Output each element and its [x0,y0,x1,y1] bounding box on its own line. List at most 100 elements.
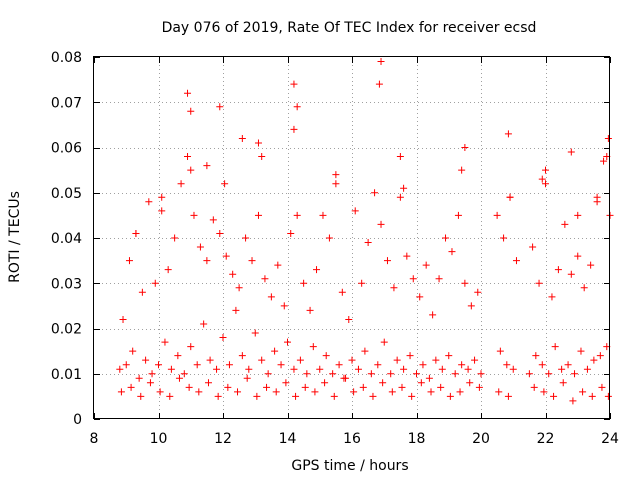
data-point [545,370,553,378]
data-point [504,392,512,400]
data-point [248,257,256,265]
data-point [361,347,369,355]
data-point [287,229,295,237]
data-point [225,361,233,369]
data-point [313,266,321,274]
data-point [232,306,240,314]
data-point [590,356,598,364]
data-point [303,370,311,378]
data-point [222,252,230,260]
data-point [148,370,156,378]
data-point [214,392,222,400]
data-point [284,338,291,346]
data-point [190,211,198,219]
data-point [577,347,585,355]
data-point [538,361,546,369]
data-point [504,130,512,138]
data-point [155,361,162,369]
data-point [245,365,253,373]
data-point [171,234,179,242]
data-point [538,175,546,183]
data-point [358,279,366,287]
data-point [500,234,508,242]
data-point [174,352,182,360]
data-point [253,392,261,400]
data-point [416,293,424,301]
data-point [529,243,537,251]
data-point [296,356,304,364]
data-point [574,252,582,260]
data-point [216,229,224,237]
data-point [409,275,417,283]
data-point [364,239,372,247]
data-point [145,198,153,206]
data-point [151,279,159,287]
data-point [309,343,317,351]
data-point [393,356,401,364]
data-point [417,379,425,387]
data-point [425,374,433,382]
x-tick-label: 12 [214,431,232,447]
data-point [377,220,385,228]
data-point [258,153,266,161]
data-point [117,388,125,396]
data-point [335,361,343,369]
data-point [400,365,408,373]
data-point [125,257,133,265]
data-point [466,379,474,387]
data-point [377,58,385,66]
data-point [579,388,587,396]
data-point [216,103,224,111]
x-tick-label: 18 [408,431,426,447]
data-point [525,370,533,378]
data-point [129,347,137,355]
y-tick-label: 0.07 [51,95,82,111]
data-point [596,352,604,360]
data-point [598,383,606,391]
data-point [203,257,211,265]
data-point [561,220,569,228]
y-tick-label: 0.02 [51,322,82,338]
data-point [477,370,485,378]
data-point [542,166,549,174]
data-point [267,293,275,301]
data-point [461,144,469,151]
chart-title: Day 076 of 2019, Rate Of TEC Index for r… [162,20,537,36]
data-point [574,211,582,219]
data-point [224,383,232,391]
data-point [332,171,340,179]
data-point [175,374,183,382]
data-point [311,388,319,396]
data-point [532,352,540,360]
data-point [359,383,367,391]
data-point [184,153,192,161]
data-point [419,361,427,369]
data-point [530,383,538,391]
data-point [254,211,262,219]
data-point [158,193,166,201]
data-point [238,352,246,360]
data-point [569,397,577,405]
data-point [445,352,453,360]
data-point [146,379,154,387]
data-point [388,388,396,396]
data-point [293,103,301,111]
data-point [206,356,214,364]
data-point [263,383,271,391]
data-point [567,148,575,156]
data-point [383,257,391,265]
data-point [187,166,195,174]
data-point [554,266,562,274]
data-point [316,365,324,373]
data-point [290,125,298,133]
data-point [380,338,388,346]
data-point [567,270,575,278]
data-point [558,365,566,373]
data-point [542,180,549,188]
data-point [156,388,164,396]
data-point [559,379,567,387]
x-tick-label: 16 [343,431,361,447]
data-point [593,198,601,206]
data-point [509,365,517,373]
data-point [116,365,124,373]
